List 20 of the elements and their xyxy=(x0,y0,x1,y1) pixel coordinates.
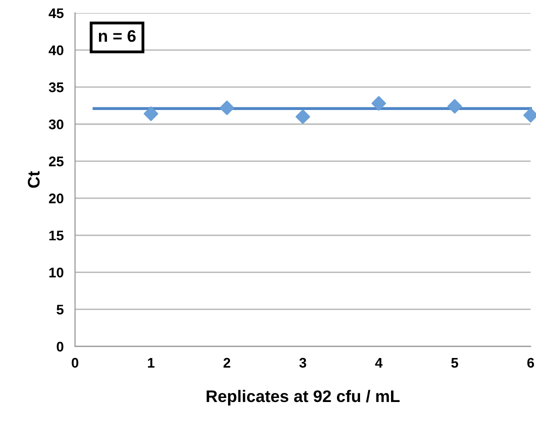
annotation: n = 6 xyxy=(98,30,136,42)
y-tick-label: 10 xyxy=(49,268,64,278)
y-tick-label: 40 xyxy=(48,45,64,56)
y-tick-label: 25 xyxy=(48,156,64,166)
y-tick-label: 0 xyxy=(56,342,64,352)
x-tick-label: 0 xyxy=(72,358,78,368)
y-tick-label: 15 xyxy=(49,230,64,240)
y-tick-label: 35 xyxy=(48,82,64,92)
x-tick-label: 6 xyxy=(527,358,534,368)
y-tick-label: 45 xyxy=(48,8,64,18)
x-tick-label: 4 xyxy=(375,358,383,368)
x-tick-label: 2 xyxy=(224,358,230,368)
x-tick-label: 1 xyxy=(148,358,154,368)
x-tick-label: 5 xyxy=(451,358,458,368)
y-axis-title: Ct xyxy=(28,171,40,188)
y-tick-label: 30 xyxy=(48,119,64,130)
y-tick-label: 5 xyxy=(56,304,64,315)
x-axis-title: Replicates at 92 cfu / mL xyxy=(206,390,400,406)
x-tick-label: 3 xyxy=(299,358,306,368)
y-tick-label: 20 xyxy=(48,194,64,204)
